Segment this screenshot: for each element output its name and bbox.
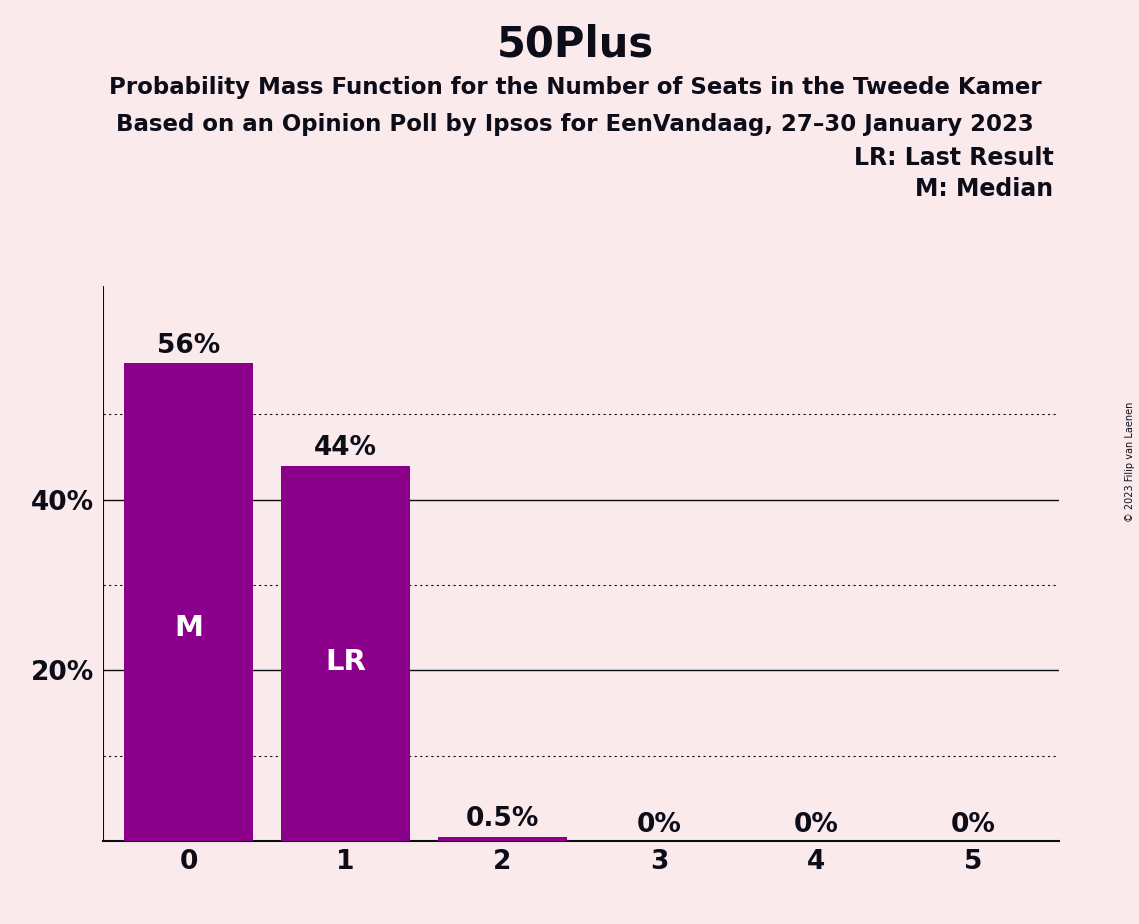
- Bar: [124, 363, 253, 841]
- Text: 44%: 44%: [314, 435, 377, 461]
- Text: M: M: [174, 614, 203, 641]
- Text: 0%: 0%: [794, 812, 838, 838]
- Text: M: Median: M: Median: [916, 177, 1054, 201]
- Text: Based on an Opinion Poll by Ipsos for EenVandaag, 27–30 January 2023: Based on an Opinion Poll by Ipsos for Ee…: [116, 113, 1034, 136]
- Bar: [281, 466, 410, 841]
- Text: 0%: 0%: [951, 812, 995, 838]
- Text: © 2023 Filip van Laenen: © 2023 Filip van Laenen: [1125, 402, 1134, 522]
- Text: 56%: 56%: [157, 333, 221, 359]
- Text: LR: Last Result: LR: Last Result: [854, 146, 1054, 170]
- Text: Probability Mass Function for the Number of Seats in the Tweede Kamer: Probability Mass Function for the Number…: [109, 76, 1041, 99]
- Text: 0%: 0%: [637, 812, 682, 838]
- Text: 0.5%: 0.5%: [466, 807, 539, 833]
- Bar: [439, 836, 567, 841]
- Text: LR: LR: [325, 648, 366, 675]
- Text: 50Plus: 50Plus: [497, 23, 654, 65]
